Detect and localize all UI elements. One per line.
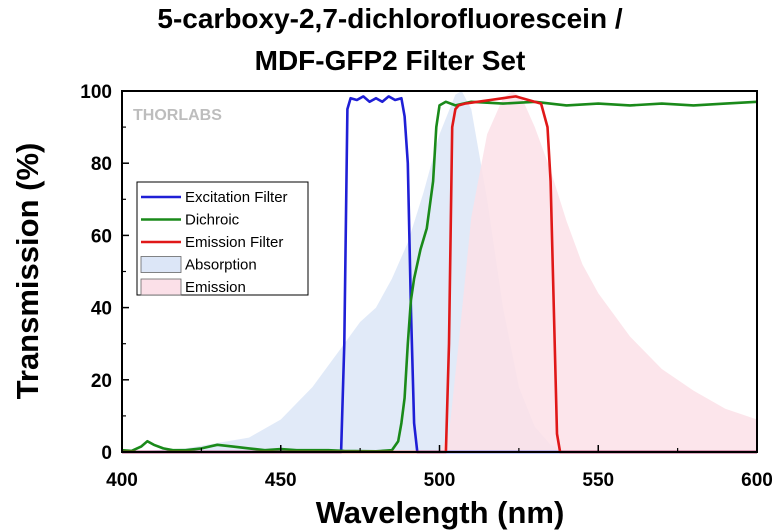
y-tick-label: 60 [91,226,112,247]
x-tick-label: 600 [741,470,773,491]
y-axis-label: Transmission (%) [10,143,45,400]
chart-title-line2: MDF-GFP2 Filter Set [254,45,526,76]
y-tick-label: 40 [91,299,112,320]
legend-label-dichroic: Dichroic [185,212,240,229]
emission-area [439,91,757,452]
x-tick-label: 550 [582,470,614,491]
y-tick-label: 0 [101,443,112,464]
legend-label-emission-filter: Emission Filter [185,234,283,251]
legend-box [136,181,309,296]
legend-label-emission: Emission [185,279,246,296]
absorption-area [122,91,567,452]
emission-filter-line [122,95,757,454]
x-axis-label: Wavelength (nm) [316,495,565,530]
legend-label-absorption: Absorption [185,257,257,274]
y-tick-label: 20 [91,371,112,392]
y-tick-label: 80 [91,154,112,175]
watermark-text: THORLABS [133,107,222,124]
area-series-group [122,91,757,452]
x-tick-label: 500 [424,470,456,491]
chart-title-line1: 5-carboxy-2,7-dichlorofluorescein / [157,3,623,34]
legend-swatch-absorption [140,256,182,273]
legend: Excitation Filter Dichroic Emission Filter… [136,181,309,296]
x-tick-label: 450 [265,470,297,491]
x-tick-label: 400 [106,470,138,491]
line-series-group [121,95,758,454]
legend-swatch-emission [140,278,182,296]
legend-label-excitation-filter: Excitation Filter [185,189,288,206]
y-tick-label: 100 [80,82,112,103]
tick-group: 400 450 500 550 600 0 20 40 60 80 100 [80,82,773,491]
